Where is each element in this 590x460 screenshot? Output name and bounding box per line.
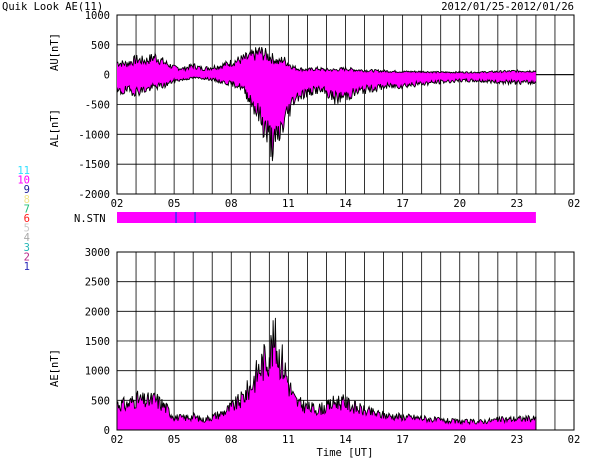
time-axis-label: Time [UT] — [317, 447, 374, 459]
x-tick-label: 23 — [511, 198, 524, 210]
y-tick-label: 1000 — [85, 10, 110, 22]
legend-entry: 3 — [24, 242, 30, 254]
x-tick-label: 17 — [396, 434, 409, 446]
y-tick-label: 1000 — [85, 366, 110, 378]
x-tick-label: 11 — [282, 434, 295, 446]
legend-entry: 5 — [24, 223, 30, 235]
nstn-label: N.STN — [74, 213, 106, 225]
x-tick-label: 08 — [225, 434, 238, 446]
y-tick-label: 2000 — [85, 306, 110, 318]
x-tick-label: 02 — [111, 434, 124, 446]
x-tick-label: 02 — [568, 434, 581, 446]
station-count-panel — [117, 212, 536, 223]
au-axis-label: AU[nT] — [49, 33, 61, 71]
x-tick-label: 17 — [396, 198, 409, 210]
au-series-line — [116, 46, 537, 74]
legend-entry: 6 — [24, 213, 30, 225]
legend-entry: 11 — [17, 165, 30, 177]
y-tick-label: 1500 — [85, 336, 110, 348]
x-tick-label: 14 — [339, 434, 352, 446]
al-series-line — [116, 76, 537, 162]
legend-entry: 4 — [24, 232, 30, 244]
y-tick-label: 0 — [104, 70, 110, 82]
y-tick-label: 2500 — [85, 277, 110, 289]
y-tick-label: -500 — [85, 100, 110, 112]
ae-axis-label: AE[nT] — [49, 349, 61, 387]
au-al-envelope — [117, 47, 536, 162]
y-tick-label: -1000 — [78, 129, 110, 141]
y-tick-label: 3000 — [85, 247, 110, 259]
x-tick-label: 14 — [339, 198, 352, 210]
y-tick-label: -2000 — [78, 189, 110, 201]
station-count-bar — [117, 212, 536, 223]
x-tick-label: 11 — [282, 198, 295, 210]
x-tick-label: 02 — [568, 198, 581, 210]
legend-entry: 8 — [24, 194, 30, 206]
ae-series-area — [116, 317, 537, 431]
y-tick-label: -1500 — [78, 159, 110, 171]
y-tick-label: 0 — [104, 425, 110, 437]
x-tick-label: 20 — [453, 198, 466, 210]
y-tick-label: 500 — [91, 40, 110, 52]
x-tick-label: 20 — [453, 434, 466, 446]
legend-entry: 9 — [24, 184, 30, 196]
x-tick-label: 08 — [225, 198, 238, 210]
y-tick-label: 500 — [91, 395, 110, 407]
legend-entry: 2 — [24, 251, 30, 263]
legend-entry: 1 — [24, 261, 30, 273]
x-tick-label: 23 — [511, 434, 524, 446]
al-axis-label: AL[nT] — [49, 109, 61, 147]
legend-entry: 7 — [24, 203, 30, 215]
x-tick-label: 05 — [168, 198, 181, 210]
x-tick-label: 02 — [111, 198, 124, 210]
date-range: 2012/01/25-2012/01/26 — [441, 1, 574, 13]
chart-title: Quik Look AE(11) — [2, 1, 103, 13]
legend-entry: 10 — [17, 175, 30, 187]
x-tick-label: 05 — [168, 434, 181, 446]
